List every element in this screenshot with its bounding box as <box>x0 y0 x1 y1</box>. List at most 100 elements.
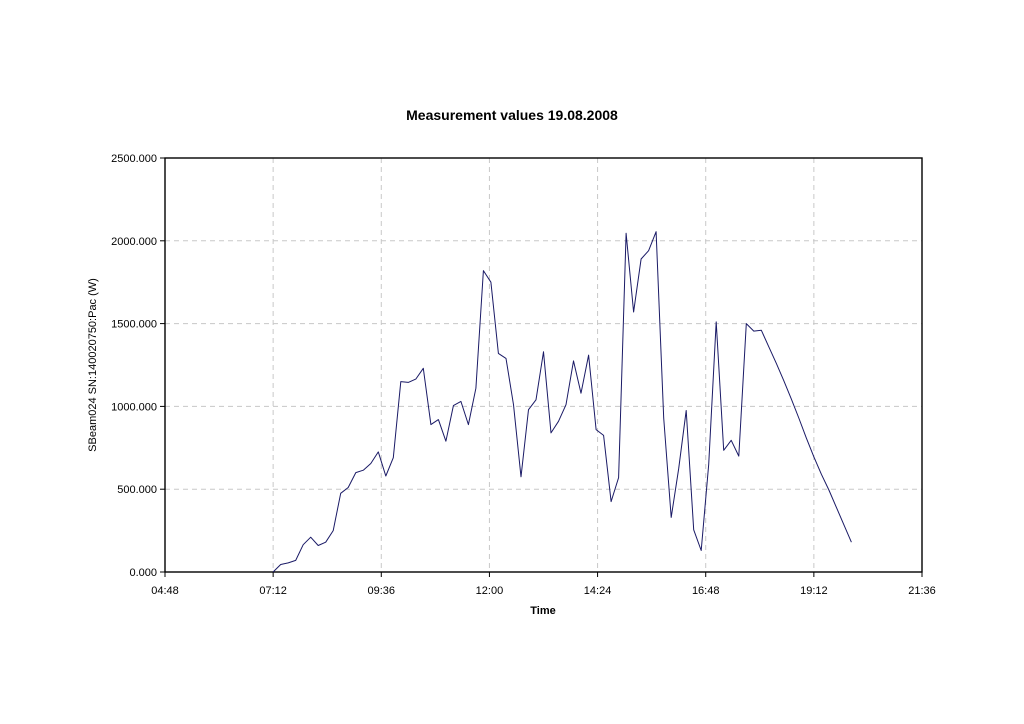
data-point <box>820 473 823 476</box>
data-point <box>715 320 718 323</box>
data-point <box>572 359 575 362</box>
data-point <box>610 500 613 503</box>
data-point <box>302 543 305 546</box>
data-point <box>309 536 312 539</box>
data-point <box>437 418 440 421</box>
y-tick-label: 500.000 <box>117 484 157 496</box>
data-point <box>497 352 500 355</box>
x-axis-title: Time <box>530 605 555 617</box>
data-point <box>632 311 635 314</box>
data-point <box>399 380 402 383</box>
data-point <box>565 403 568 406</box>
data-point <box>617 476 620 479</box>
axis-ticks <box>160 157 923 577</box>
data-point <box>317 544 320 547</box>
series-line-pac <box>272 231 852 573</box>
data-point <box>535 398 538 401</box>
x-axis-tick-labels: 04:48 07:12 09:36 12:00 14:24 16:48 19:12 21:36 <box>151 585 936 597</box>
data-point <box>737 455 740 458</box>
data-point <box>362 469 365 472</box>
data-point <box>805 436 808 439</box>
x-tick-label: 07:12 <box>259 585 287 597</box>
data-point <box>745 322 748 325</box>
data-point <box>812 455 815 458</box>
data-point <box>324 541 327 544</box>
data-point <box>790 397 793 400</box>
data-point <box>685 409 688 412</box>
data-point <box>467 423 470 426</box>
data-point <box>827 489 830 492</box>
data-point <box>557 420 560 423</box>
data-point <box>474 387 477 390</box>
data-point <box>722 449 725 452</box>
data-point <box>482 269 485 272</box>
y-tick-label: 2500.000 <box>111 153 157 165</box>
data-point <box>505 357 508 360</box>
data-point <box>595 428 598 431</box>
y-tick-label: 0.000 <box>129 567 157 579</box>
y-tick-label: 1500.000 <box>111 319 157 331</box>
data-point <box>294 559 297 562</box>
y-axis-tick-labels: 0.000 500.000 1000.000 1500.000 2000.000 2500… <box>111 153 157 579</box>
x-tick-label: 21:36 <box>908 585 936 597</box>
data-point <box>602 434 605 437</box>
data-point <box>797 417 800 420</box>
x-tick-label: 14:24 <box>584 585 612 597</box>
data-point <box>512 403 515 406</box>
data-point <box>489 281 492 284</box>
data-point <box>655 230 658 233</box>
data-point <box>707 463 710 466</box>
x-tick-label: 19:12 <box>800 585 828 597</box>
data-point <box>542 350 545 353</box>
data-point <box>452 404 455 407</box>
data-point <box>767 345 770 348</box>
data-point <box>587 354 590 357</box>
data-point <box>580 392 583 395</box>
chart-title: Measurement values 19.08.2008 <box>406 107 618 123</box>
data-point <box>429 423 432 426</box>
data-point <box>700 549 703 552</box>
x-tick-label: 16:48 <box>692 585 720 597</box>
data-point <box>640 258 643 261</box>
data-point <box>377 450 380 453</box>
data-point <box>850 541 853 544</box>
data-point <box>520 475 523 478</box>
data-point <box>527 408 530 411</box>
data-point <box>677 467 680 470</box>
data-point <box>339 492 342 495</box>
data-point <box>760 329 763 332</box>
data-point <box>835 506 838 509</box>
data-point <box>279 563 282 566</box>
y-tick-label: 2000.000 <box>111 236 157 248</box>
data-point <box>775 362 778 365</box>
data-point <box>730 439 733 442</box>
data-point <box>384 475 387 478</box>
data-point <box>752 330 755 333</box>
data-point <box>407 381 410 384</box>
data-point <box>392 456 395 459</box>
x-tick-label: 12:00 <box>476 585 504 597</box>
x-tick-label: 09:36 <box>368 585 396 597</box>
data-point <box>422 367 425 370</box>
data-point <box>842 523 845 526</box>
plot-area <box>164 157 923 573</box>
data-point <box>782 379 785 382</box>
data-point <box>414 378 417 381</box>
data-point <box>369 462 372 465</box>
data-point <box>444 440 447 443</box>
data-point <box>332 529 335 532</box>
y-axis-title: SBeam024 SN:140020750:Pac (W) <box>87 278 99 452</box>
data-point <box>670 516 673 519</box>
data-point <box>662 417 665 420</box>
data-point <box>550 431 553 434</box>
data-point <box>287 561 290 564</box>
data-point <box>354 471 357 474</box>
grid-lines <box>165 158 922 572</box>
data-point <box>625 232 628 235</box>
data-point <box>272 571 275 574</box>
data-point <box>347 486 350 489</box>
data-point <box>647 249 650 252</box>
series-points <box>272 230 853 573</box>
data-point <box>459 400 462 403</box>
